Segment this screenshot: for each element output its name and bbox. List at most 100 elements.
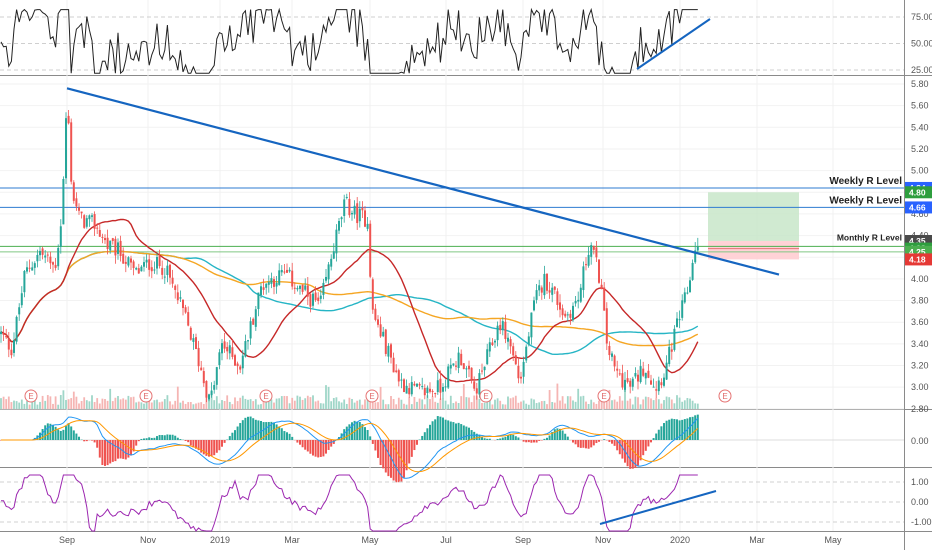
candle-body[interactable] — [153, 269, 156, 271]
oscillator-trendline[interactable] — [599, 490, 717, 525]
candle-body[interactable] — [293, 287, 296, 289]
candle-body[interactable] — [569, 313, 572, 318]
candle-body[interactable] — [582, 266, 585, 291]
candle-body[interactable] — [169, 264, 171, 278]
candle-body[interactable] — [317, 297, 320, 302]
candle-body[interactable] — [226, 346, 229, 352]
candle-body[interactable] — [371, 279, 374, 310]
candle-body[interactable] — [223, 341, 226, 349]
candle-body[interactable] — [556, 291, 559, 305]
candle-body[interactable] — [527, 336, 530, 345]
candle-body[interactable] — [195, 337, 197, 349]
candle-body[interactable] — [202, 371, 205, 384]
candle-body[interactable] — [127, 257, 130, 266]
candle-body[interactable] — [475, 388, 478, 394]
candle-body[interactable] — [421, 386, 424, 388]
candle-body[interactable] — [579, 287, 582, 302]
candle-body[interactable] — [405, 385, 408, 394]
candle-body[interactable] — [431, 390, 434, 392]
candle-body[interactable] — [241, 355, 244, 369]
candle-body[interactable] — [629, 380, 632, 387]
candle-body[interactable] — [273, 279, 275, 287]
candle-body[interactable] — [486, 349, 489, 365]
rsi-pane[interactable] — [0, 7, 904, 75]
candle-body[interactable] — [249, 321, 252, 339]
candle-body[interactable] — [163, 276, 166, 278]
candle-body[interactable] — [631, 378, 634, 387]
candle-body[interactable] — [608, 345, 611, 356]
candle-body[interactable] — [283, 271, 286, 273]
candle-body[interactable] — [210, 390, 213, 396]
candle-body[interactable] — [26, 267, 28, 272]
candle-body[interactable] — [145, 259, 148, 263]
candle-body[interactable] — [600, 284, 603, 290]
candle-body[interactable] — [260, 286, 262, 296]
candle-body[interactable] — [231, 347, 234, 357]
candle-body[interactable] — [348, 198, 351, 216]
candle-body[interactable] — [44, 255, 47, 258]
candle-body[interactable] — [410, 382, 413, 395]
candle-body[interactable] — [540, 287, 543, 293]
candle-body[interactable] — [504, 321, 507, 340]
target-zone[interactable] — [708, 192, 799, 242]
candle-body[interactable] — [585, 264, 587, 266]
candle-body[interactable] — [296, 287, 299, 290]
candle-body[interactable] — [384, 329, 387, 354]
candle-body[interactable] — [382, 331, 385, 337]
candle-body[interactable] — [215, 367, 218, 385]
candle-body[interactable] — [470, 367, 473, 380]
candle-body[interactable] — [330, 258, 333, 267]
candle-body[interactable] — [559, 302, 561, 310]
earnings-marker[interactable] — [718, 389, 732, 403]
candle-body[interactable] — [189, 327, 192, 340]
candle-body[interactable] — [70, 122, 73, 182]
candle-body[interactable] — [137, 268, 140, 274]
candle-body[interactable] — [512, 346, 515, 356]
earnings-marker[interactable] — [24, 389, 38, 403]
candle-body[interactable] — [111, 238, 114, 242]
candle-body[interactable] — [101, 236, 104, 238]
candle-body[interactable] — [452, 363, 455, 366]
candle-body[interactable] — [205, 381, 208, 398]
macd-line[interactable] — [1, 416, 699, 479]
candle-body[interactable] — [655, 389, 658, 391]
candle-body[interactable] — [351, 212, 353, 215]
candle-body[interactable] — [270, 278, 273, 284]
candle-body[interactable] — [652, 386, 655, 388]
candle-body[interactable] — [52, 262, 54, 265]
candle-body[interactable] — [499, 324, 502, 331]
earnings-marker[interactable] — [259, 389, 273, 403]
candle-body[interactable] — [592, 245, 595, 250]
candle-body[interactable] — [530, 312, 533, 338]
candle-body[interactable] — [345, 196, 348, 198]
candle-body[interactable] — [668, 346, 671, 365]
candle-body[interactable] — [49, 256, 52, 264]
candle-body[interactable] — [286, 269, 288, 273]
candle-body[interactable] — [33, 263, 36, 268]
candle-body[interactable] — [192, 338, 195, 342]
candle-body[interactable] — [657, 380, 660, 392]
earnings-marker[interactable] — [365, 389, 379, 403]
candle-body[interactable] — [436, 380, 439, 393]
candle-body[interactable] — [335, 229, 338, 254]
candle-body[interactable] — [41, 248, 44, 255]
candle-body[interactable] — [85, 218, 88, 227]
candle-body[interactable] — [496, 325, 499, 341]
candle-body[interactable] — [361, 207, 364, 211]
candle-body[interactable] — [228, 345, 231, 354]
candle-body[interactable] — [2, 333, 5, 335]
candle-body[interactable] — [20, 293, 23, 306]
candle-body[interactable] — [613, 355, 616, 367]
candle-body[interactable] — [501, 321, 504, 330]
candle-body[interactable] — [507, 337, 509, 342]
candle-body[interactable] — [439, 378, 442, 393]
candle-body[interactable] — [309, 294, 312, 307]
candle-body[interactable] — [442, 387, 444, 392]
candle-body[interactable] — [96, 227, 99, 229]
candle-body[interactable] — [213, 385, 216, 390]
candle-body[interactable] — [200, 367, 203, 371]
candle-body[interactable] — [397, 370, 400, 382]
stop-zone[interactable] — [708, 241, 799, 260]
candle-body[interactable] — [340, 217, 343, 220]
candle-body[interactable] — [551, 287, 554, 295]
